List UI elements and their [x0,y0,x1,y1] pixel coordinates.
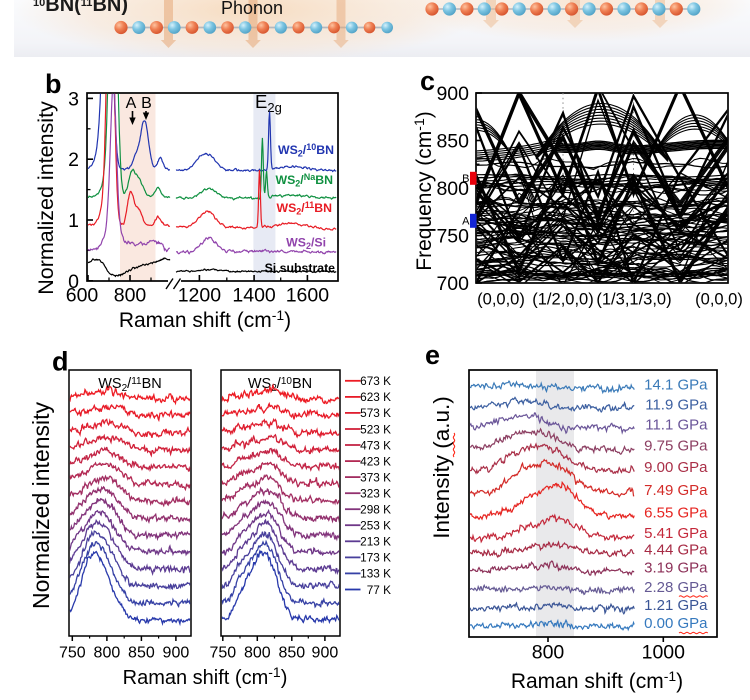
svg-text:WS2/NaBN: WS2/NaBN [275,172,333,189]
svg-text:11.1 GPa: 11.1 GPa [645,417,708,434]
svg-text:173 K: 173 K [360,551,391,565]
svg-text:9.00 GPa: 9.00 GPa [644,459,708,476]
svg-text:1: 1 [68,210,79,232]
svg-text:850: 850 [436,131,469,153]
svg-text:900: 900 [163,645,190,662]
svg-text:6.55 GPa: 6.55 GPa [644,505,708,522]
svg-text:7.49 GPa: 7.49 GPa [644,482,708,499]
svg-text:WS2/11BN: WS2/11BN [276,200,332,217]
svg-text:c: c [420,66,435,96]
svg-text:d: d [52,347,69,377]
svg-text:750: 750 [59,645,86,662]
svg-text:900: 900 [312,645,339,662]
svg-text:1000: 1000 [642,642,686,664]
svg-text:600: 600 [66,285,99,307]
svg-text:323 K: 323 K [360,487,391,501]
svg-text:473 K: 473 K [360,438,391,452]
svg-text:Raman shift (cm-1): Raman shift (cm-1) [123,664,288,689]
svg-text:1200: 1200 [178,285,222,307]
svg-text:5.41 GPa: 5.41 GPa [644,525,708,542]
svg-text:Phonon: Phonon [221,0,283,18]
svg-text:800: 800 [114,285,147,307]
svg-text:3.19 GPa: 3.19 GPa [644,560,708,577]
svg-text:(1/3,1/3,0): (1/3,1/3,0) [596,291,671,309]
svg-text:673 K: 673 K [360,374,391,388]
svg-text:2: 2 [68,149,79,171]
svg-text:Si substrate: Si substrate [265,261,336,275]
svg-text:Raman shift (cm-1): Raman shift (cm-1) [511,668,683,693]
svg-text:(0,0,0): (0,0,0) [477,291,525,309]
svg-text:B: B [462,173,469,185]
svg-text:298 K: 298 K [360,503,391,517]
svg-text:Normalized intensity: Normalized intensity [28,401,54,609]
svg-text:(1/2,0,0): (1/2,0,0) [532,291,593,309]
svg-text:700: 700 [436,273,469,295]
svg-text:9.75 GPa: 9.75 GPa [644,438,708,455]
svg-text:Normalized intensity: Normalized intensity [34,101,58,295]
svg-text:800: 800 [94,645,121,662]
svg-text:WS2/11BN: WS2/11BN [98,376,162,394]
svg-text:A: A [462,216,470,228]
svg-text:800: 800 [244,645,271,662]
svg-text:800: 800 [436,178,469,200]
svg-text:B: B [141,95,152,112]
svg-text:573 K: 573 K [360,406,391,420]
svg-text:WS2/10BN: WS2/10BN [278,142,334,159]
svg-text:11.9 GPa: 11.9 GPa [645,397,708,414]
svg-text:2.28 GPa: 2.28 GPa [644,579,708,596]
svg-text:1600: 1600 [286,285,330,307]
svg-text:0: 0 [68,271,79,293]
svg-text:Intensity (a.u.): Intensity (a.u.) [429,396,454,539]
svg-text:77 K: 77 K [367,583,391,597]
svg-text:Frequency (cm-1): Frequency (cm-1) [411,111,436,271]
svg-text:213 K: 213 K [360,535,391,549]
svg-text:WS2/Si: WS2/Si [286,236,326,252]
svg-text:423 K: 423 K [360,454,391,468]
svg-text:623 K: 623 K [360,390,391,404]
svg-text:253 K: 253 K [360,519,391,533]
svg-text:e: e [425,340,440,370]
svg-text:14.1 GPa: 14.1 GPa [644,377,708,394]
svg-text:900: 900 [436,83,469,105]
svg-text:(0,0,0): (0,0,0) [695,291,743,309]
svg-text:1400: 1400 [232,285,276,307]
svg-text:10BN(11BN): 10BN(11BN) [33,0,128,16]
svg-text:750: 750 [209,645,236,662]
svg-text:b: b [45,69,62,99]
svg-text:800: 800 [532,642,565,664]
svg-text:A: A [126,95,137,112]
svg-text:373 K: 373 K [360,470,391,484]
svg-text:133 K: 133 K [360,567,391,581]
svg-text:750: 750 [436,226,469,248]
svg-text:850: 850 [128,645,155,662]
svg-text:1.21 GPa: 1.21 GPa [644,597,708,614]
svg-text:0.00 GPa: 0.00 GPa [644,615,708,632]
svg-text:Raman shift (cm-1): Raman shift (cm-1) [119,307,291,332]
svg-text:3: 3 [68,88,79,110]
svg-text:523 K: 523 K [360,422,391,436]
svg-text:850: 850 [278,645,305,662]
svg-text:4.44 GPa: 4.44 GPa [644,542,708,559]
